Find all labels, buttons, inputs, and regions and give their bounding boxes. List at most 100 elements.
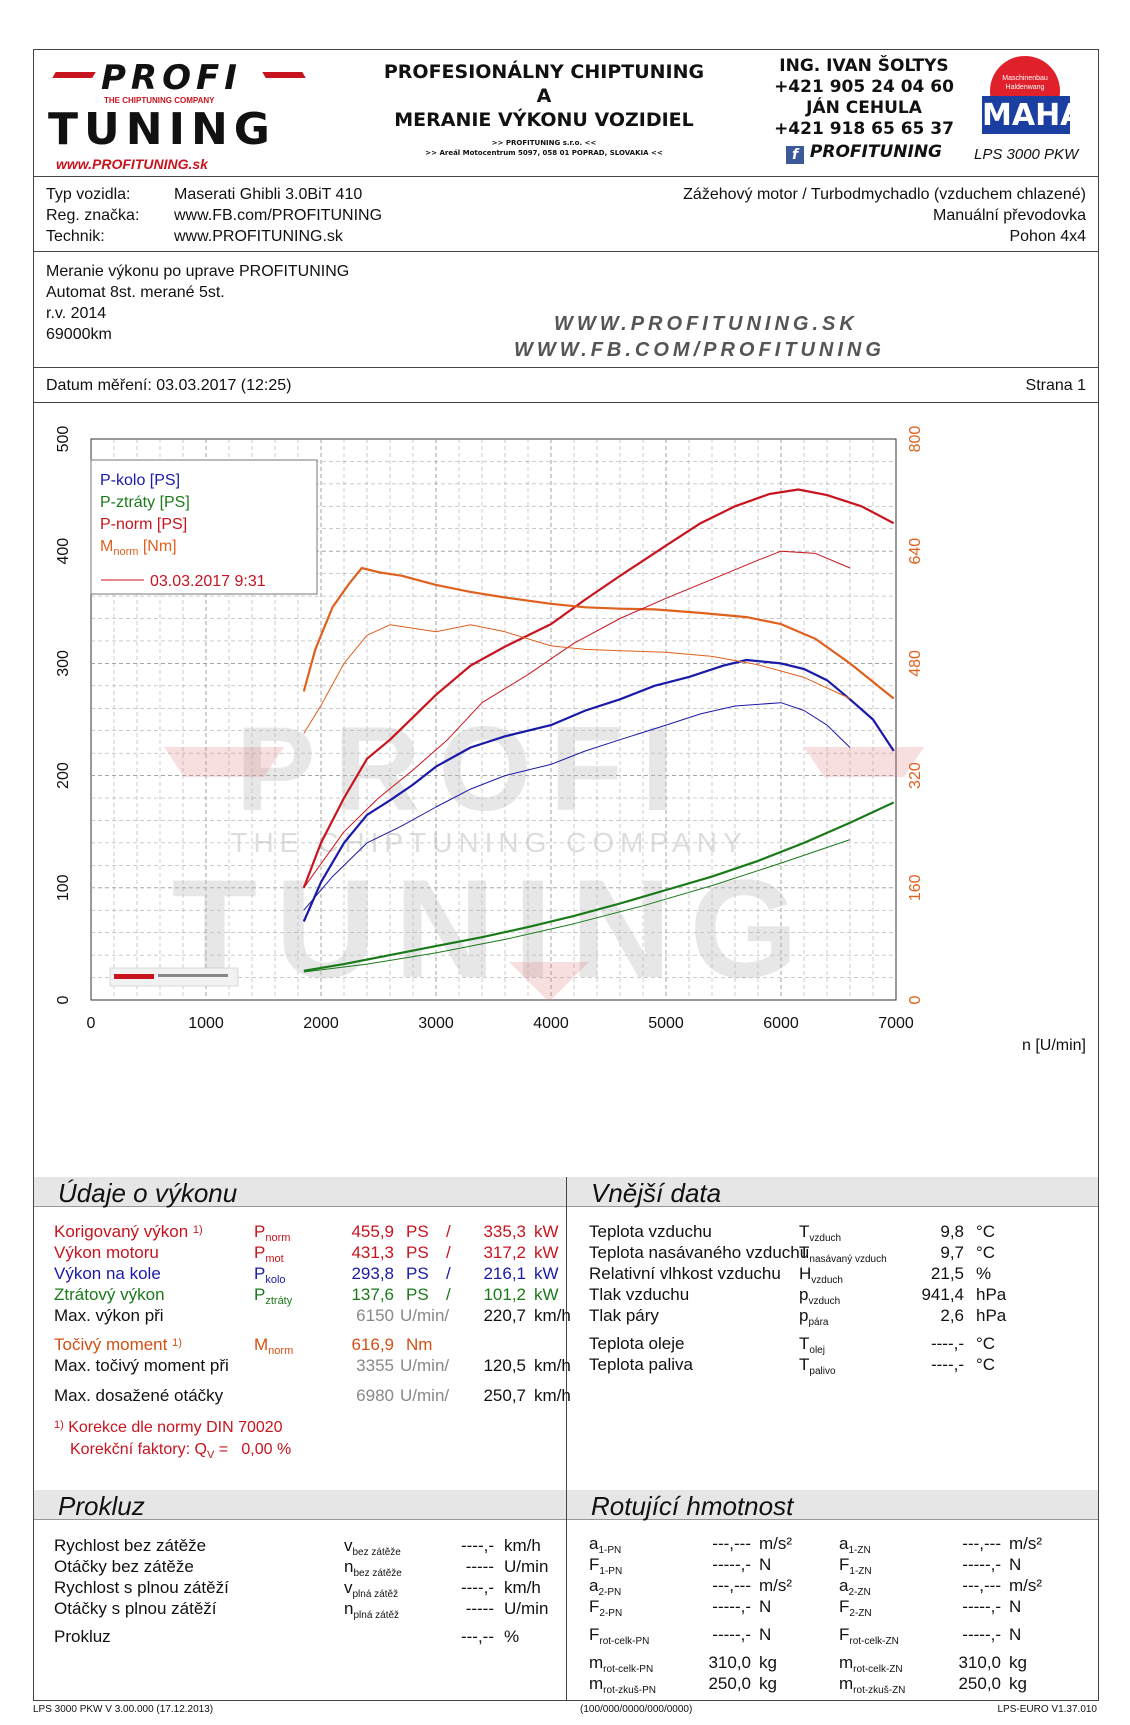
- page-number: Strana 1: [1025, 377, 1086, 394]
- perf-label-maxn: Max. dosažené otáčky: [54, 1386, 224, 1405]
- ext-symbol-letter: T: [799, 1334, 810, 1353]
- ext-symbol-letter: T: [799, 1355, 810, 1374]
- rot-symbol-sub: 1-ZN: [848, 1545, 871, 1556]
- header-title-line2: A: [536, 85, 552, 107]
- rot-value: 250,0: [708, 1674, 751, 1693]
- ext-symbol: Tnasávaný vzduch: [799, 1243, 887, 1265]
- performance-section: Údaje o výkonu Vnější data Korigovaný vý…: [34, 1177, 1098, 1491]
- perf-u1-moment: Nm: [406, 1335, 433, 1354]
- ext-value: ----,-: [930, 1334, 964, 1353]
- rot-symbol: F2-PN: [589, 1597, 622, 1619]
- ext-label: Teplota vzduchu: [589, 1222, 712, 1241]
- rot-symbol-letter: a: [589, 1576, 599, 1595]
- perf-label-maxm: Max. točivý moment při: [54, 1356, 229, 1375]
- prokluz-symbol-letter: v: [344, 1536, 353, 1555]
- rot-unit: kg: [759, 1653, 777, 1672]
- perf-sep-korig: /: [446, 1222, 451, 1241]
- note-line4: 69000km: [46, 326, 112, 343]
- perf-sym-korig-sub: norm: [265, 1232, 291, 1244]
- prokluz-unit: %: [504, 1627, 520, 1646]
- drive: Pohon 4x4: [1009, 228, 1086, 245]
- rot-symbol: F1-ZN: [839, 1555, 872, 1577]
- prokluz-symbol-sub: bez zátěže: [353, 1568, 402, 1579]
- perf-label-korig: Korigovaný výkon 1): [54, 1222, 203, 1242]
- x-tick-label: 1000: [188, 1015, 224, 1032]
- ext-unit: °C: [976, 1222, 996, 1241]
- rot-value: ---,---: [962, 1534, 1001, 1553]
- perf-sym-ztraty: Pztráty: [254, 1285, 292, 1307]
- ext-symbol-sub: pára: [808, 1317, 829, 1328]
- perf-u2-mot: kW: [534, 1243, 559, 1262]
- rot-value: 310,0: [708, 1653, 751, 1672]
- rot-symbol: a2-PN: [589, 1576, 621, 1598]
- maha-logo: Maschinenbau Haldenwang MAHA LPS 3000 PK…: [974, 56, 1092, 171]
- perf-u2-maxn: km/h: [534, 1386, 571, 1405]
- column-divider: [566, 1177, 567, 1490]
- rot-unit: N: [1009, 1555, 1022, 1574]
- perf-label-ztraty: Ztrátový výkon: [54, 1285, 165, 1304]
- report-frame: PROFI THE CHIPTUNING COMPANY TUNING www.…: [33, 49, 1099, 1701]
- rot-symbol-sub: 1-PN: [598, 1545, 622, 1556]
- perf-note-moment: 1): [172, 1337, 182, 1349]
- perf-sym-mot: Pmot: [254, 1243, 284, 1265]
- y-right-tick-label: 320: [907, 762, 924, 789]
- y-right-tick-label: 800: [907, 426, 924, 453]
- legend-compare-date: 03.03.2017 9:31: [150, 573, 266, 590]
- gearbox: Manuální převodovka: [933, 207, 1086, 224]
- perf-note-korig: 1): [192, 1224, 203, 1236]
- rot-value: -----,-: [962, 1555, 1001, 1574]
- column-divider-2: [566, 1490, 567, 1700]
- header-contacts: ING. IVAN ŠOLTYS +421 905 24 04 60 JÁN C…: [744, 56, 984, 164]
- prokluz-symbol: vplná zátěž: [344, 1578, 398, 1600]
- perf-u2-korig: kW: [534, 1222, 559, 1241]
- prokluz-unit: U/min: [504, 1599, 549, 1618]
- prokluz-unit: km/h: [504, 1578, 541, 1597]
- rot-symbol-sub: rot-celk-PN: [599, 1636, 650, 1647]
- perf-label-maxp: Max. výkon při: [54, 1306, 164, 1325]
- ext-symbol-sub: olej: [809, 1345, 825, 1356]
- ext-symbol-letter: T: [799, 1222, 810, 1241]
- footer-right: LPS-EURO V1.37.010: [997, 1704, 1098, 1715]
- reg-label: Reg. značka:: [46, 207, 140, 224]
- y-right-tick-label: 0: [907, 995, 924, 1004]
- perf-sep-mot: /: [446, 1243, 451, 1262]
- y-left-tick-label: 400: [55, 538, 72, 565]
- rot-value: ---,---: [712, 1534, 751, 1553]
- perf-u1-ztraty: PS: [406, 1285, 429, 1304]
- legend-m-letter: M: [100, 538, 113, 555]
- rot-symbol-letter: F: [589, 1597, 600, 1616]
- logo-tagline: THE CHIPTUNING COMPANY: [104, 96, 215, 105]
- rot-value: -----,-: [712, 1597, 751, 1616]
- perf-sym-kolo-sub: kolo: [265, 1274, 286, 1286]
- prokluz-value: -----: [465, 1557, 494, 1576]
- rot-symbol: mrot-celk-PN: [589, 1653, 653, 1675]
- chart-axes: 0 1000 2000 3000 4000 5000 6000 700001002003004…: [55, 426, 1086, 1054]
- tech-label: Technik:: [46, 228, 105, 245]
- rot-symbol-letter: m: [839, 1674, 854, 1693]
- header-title-line1: PROFESIONÁLNY CHIPTUNING: [383, 61, 705, 83]
- prokluz-symbol-letter: n: [344, 1557, 354, 1576]
- rot-symbol: mrot-zkuš-PN: [589, 1674, 656, 1696]
- ext-unit: °C: [976, 1243, 996, 1262]
- contact-line2: +421 905 24 04 60: [774, 77, 954, 97]
- header-address1: >> PROFITUNING s.r.o. <<: [491, 139, 597, 147]
- rot-symbol: Frot-celk-ZN: [839, 1625, 899, 1647]
- note-line3: r.v. 2014: [46, 305, 107, 322]
- rot-symbol: F2-ZN: [839, 1597, 872, 1619]
- perf-u2-maxm: km/h: [534, 1356, 571, 1375]
- footer-left: LPS 3000 PKW V 3.00.000 (17.12.2013): [33, 1704, 214, 1715]
- prokluz-label: Prokluz: [54, 1627, 111, 1646]
- rot-symbol-sub: 2-PN: [599, 1608, 623, 1619]
- perf-sym-kolo-p: P: [254, 1264, 266, 1283]
- perf-footnote2-b: = 0,00 %: [214, 1441, 292, 1458]
- perf-v1-mot: 431,3: [351, 1243, 394, 1262]
- rot-unit: N: [759, 1597, 772, 1616]
- rot-symbol: F1-PN: [589, 1555, 622, 1577]
- date-row: Datum měření: 03.03.2017 (12:25) Strana …: [34, 367, 1098, 403]
- perf-v1-korig: 455,9: [351, 1222, 394, 1241]
- series-line-0: [302, 658, 895, 922]
- rot-symbol-sub: 2-ZN: [849, 1608, 872, 1619]
- perf-sym-moment-sub: norm: [268, 1345, 294, 1357]
- note-line2: Automat 8st. merané 5st.: [46, 284, 225, 301]
- perf-u1-korig: PS: [406, 1222, 429, 1241]
